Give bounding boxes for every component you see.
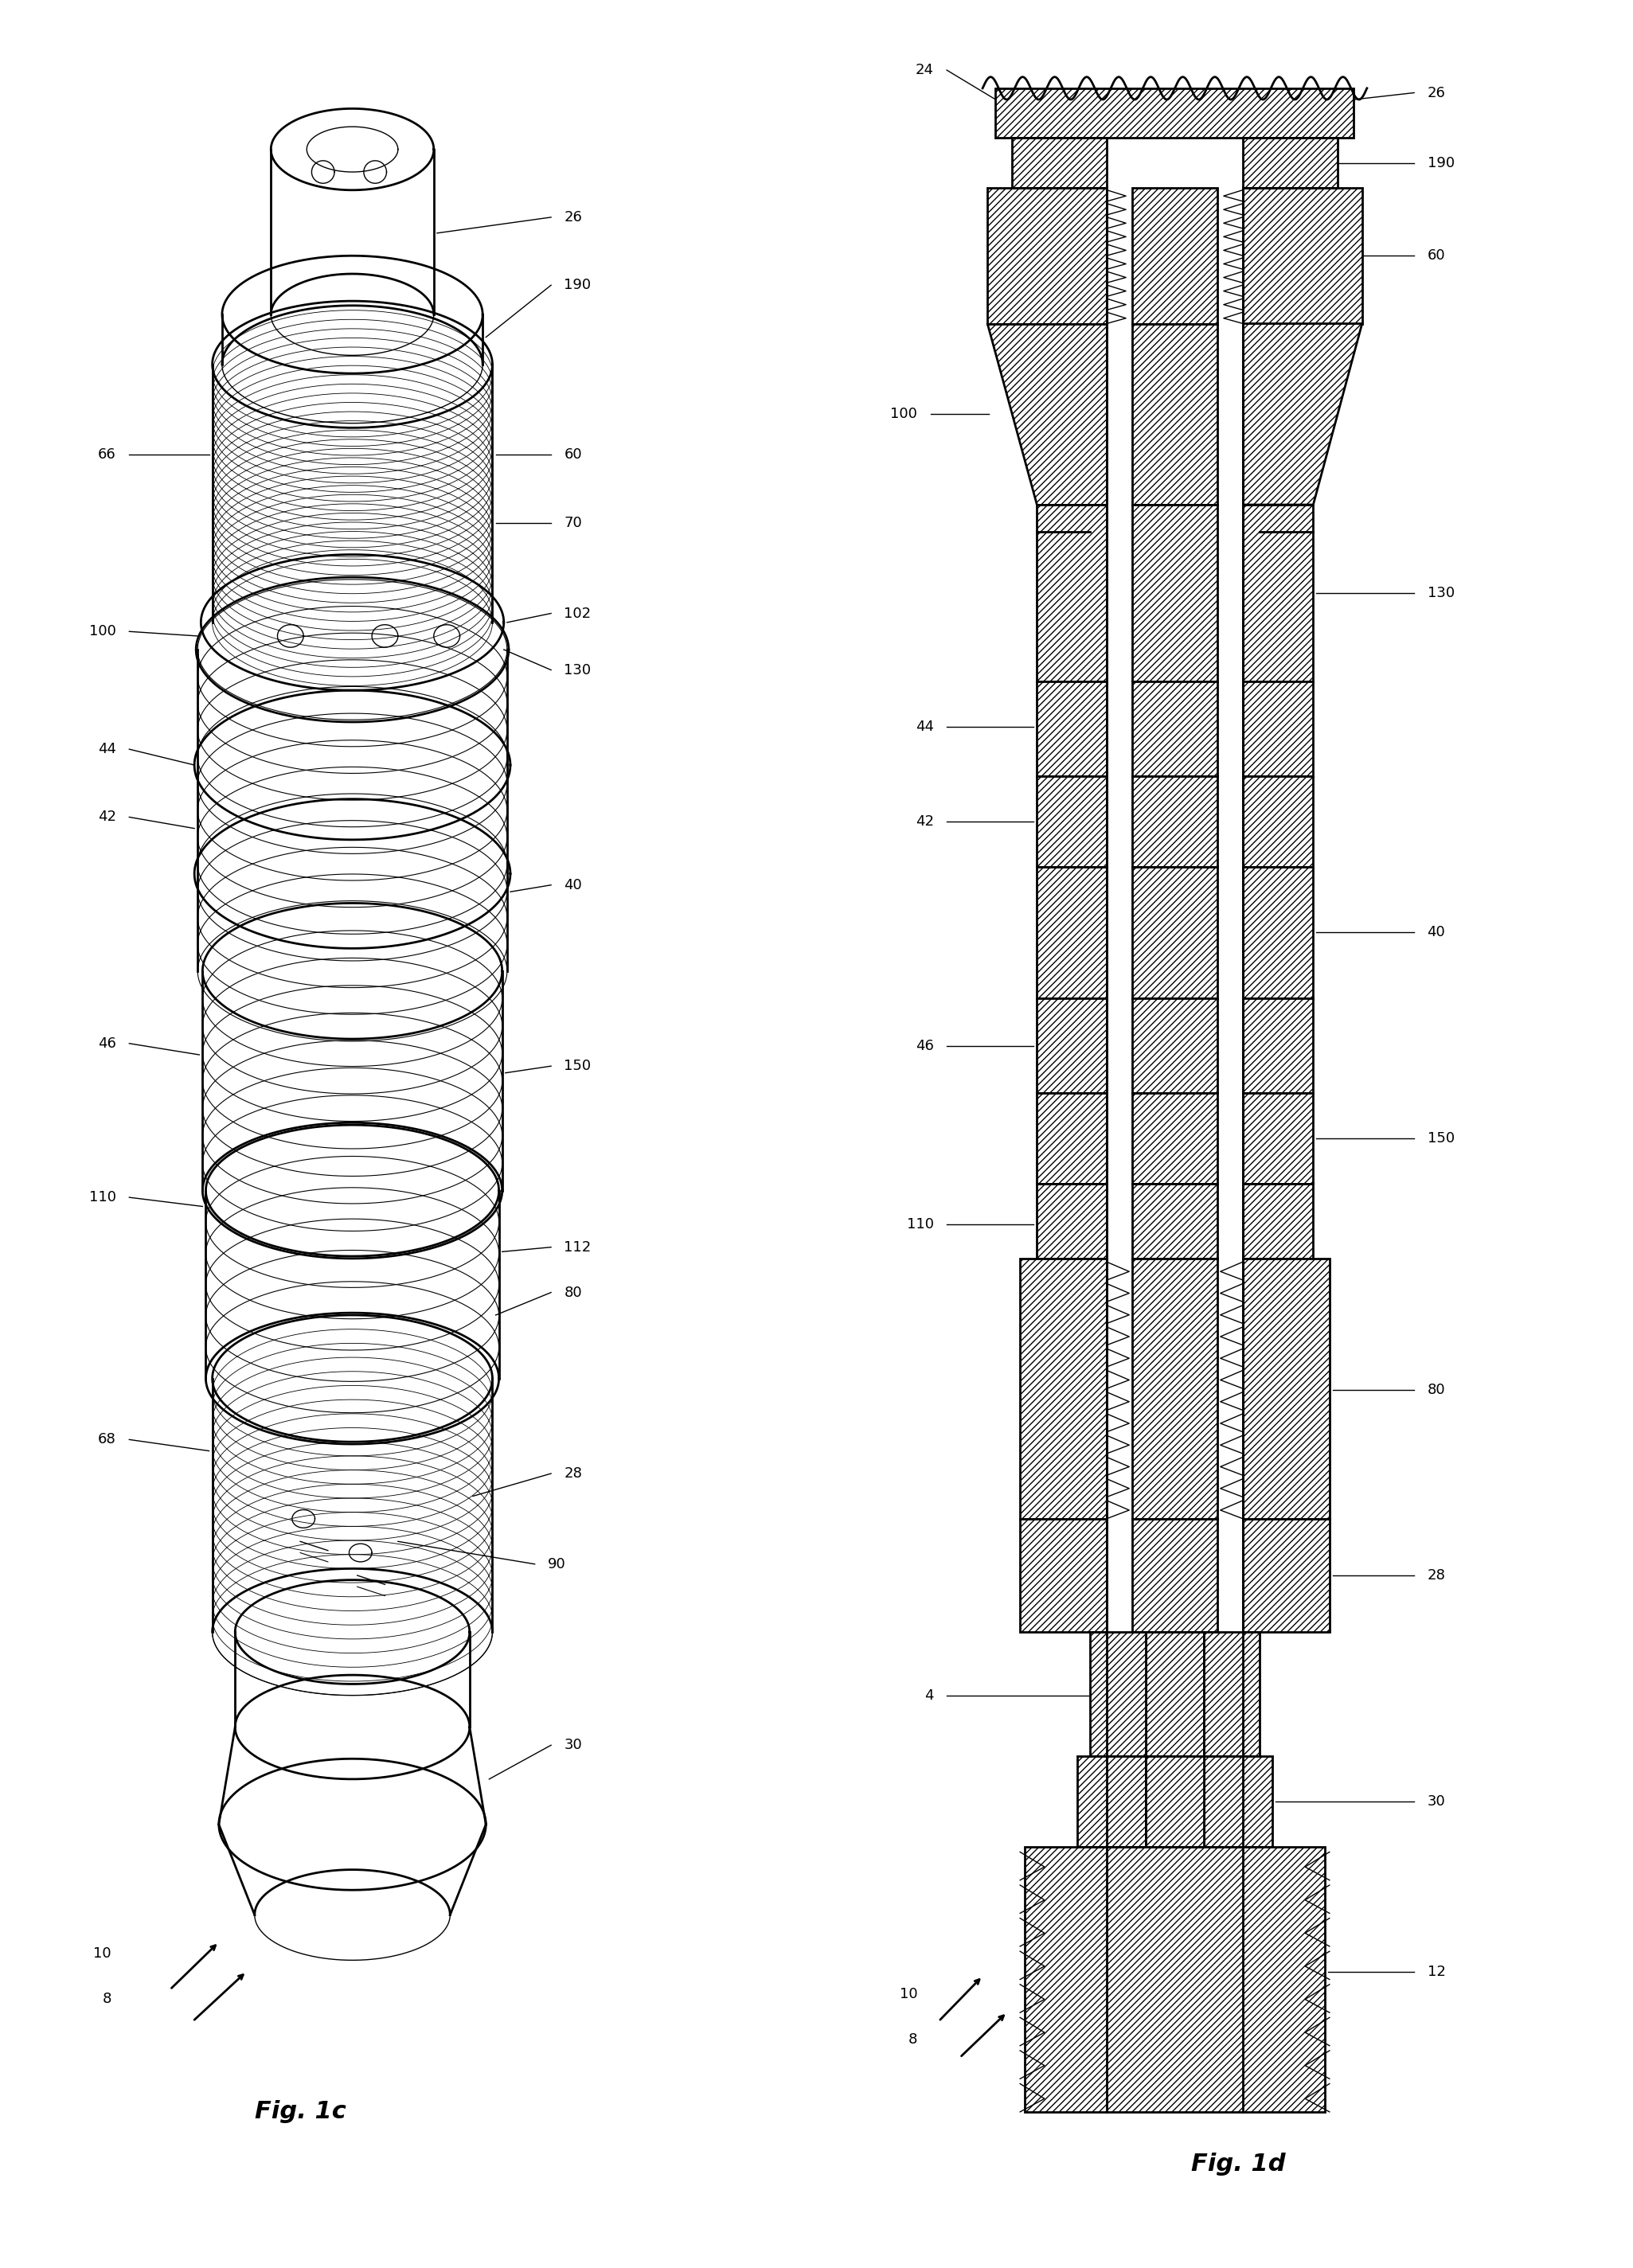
- Bar: [1243, 1520, 1329, 1633]
- Polygon shape: [988, 324, 1107, 506]
- Bar: [1132, 680, 1217, 776]
- Bar: [1145, 1633, 1204, 1755]
- Text: 100: 100: [890, 406, 918, 422]
- Bar: [1204, 1755, 1272, 1846]
- Bar: [1243, 680, 1313, 776]
- Bar: [1037, 776, 1107, 866]
- Text: 30: 30: [1427, 1794, 1445, 1810]
- Text: 190: 190: [1427, 156, 1455, 170]
- Text: 60: 60: [1427, 249, 1445, 263]
- Bar: [1132, 998, 1217, 1093]
- Text: 28: 28: [563, 1467, 583, 1481]
- Bar: [988, 188, 1107, 324]
- Bar: [1132, 1184, 1217, 1259]
- Text: 60: 60: [563, 447, 581, 463]
- Bar: [1037, 1093, 1107, 1184]
- Text: 10: 10: [93, 1946, 111, 1960]
- Text: 130: 130: [1427, 585, 1455, 601]
- Bar: [1021, 1259, 1107, 1520]
- Polygon shape: [1243, 324, 1362, 506]
- Bar: [1132, 1093, 1217, 1184]
- Text: 150: 150: [1427, 1132, 1455, 1145]
- Text: 8: 8: [103, 1991, 111, 2005]
- Bar: [1132, 1520, 1217, 1633]
- Text: 30: 30: [563, 1737, 583, 1753]
- Text: 46: 46: [98, 1036, 116, 1050]
- Text: 46: 46: [916, 1039, 934, 1052]
- Text: 112: 112: [563, 1241, 591, 1254]
- Bar: [1026, 1846, 1324, 2112]
- Text: 8: 8: [908, 2032, 918, 2046]
- Bar: [1243, 188, 1362, 324]
- Text: 44: 44: [916, 719, 934, 735]
- Bar: [1132, 324, 1217, 506]
- Bar: [1243, 1093, 1313, 1184]
- Bar: [1145, 1755, 1204, 1846]
- Bar: [1132, 776, 1217, 866]
- Text: 40: 40: [1427, 925, 1445, 939]
- Bar: [1037, 866, 1107, 998]
- Bar: [1037, 506, 1107, 680]
- Text: 26: 26: [563, 211, 583, 225]
- Text: 68: 68: [98, 1433, 116, 1447]
- Bar: [1078, 1755, 1145, 1846]
- Bar: [996, 88, 1354, 138]
- Text: 80: 80: [563, 1286, 581, 1300]
- Bar: [1243, 506, 1313, 680]
- Text: 28: 28: [1427, 1567, 1445, 1583]
- Text: Fig. 1c: Fig. 1c: [255, 2100, 346, 2123]
- Text: 90: 90: [547, 1556, 567, 1572]
- Text: Fig. 1d: Fig. 1d: [1190, 2152, 1285, 2175]
- Text: 150: 150: [563, 1059, 591, 1073]
- Text: 10: 10: [900, 1987, 918, 2000]
- Text: 4: 4: [924, 1687, 934, 1703]
- Bar: [1132, 866, 1217, 998]
- Text: 12: 12: [1427, 1964, 1445, 1978]
- Bar: [1012, 138, 1107, 188]
- Bar: [1037, 998, 1107, 1093]
- Bar: [1243, 998, 1313, 1093]
- Bar: [1132, 188, 1217, 324]
- Bar: [1243, 1184, 1313, 1259]
- Text: 70: 70: [563, 515, 583, 531]
- Bar: [1021, 1520, 1107, 1633]
- Bar: [1204, 1633, 1259, 1755]
- Bar: [1243, 866, 1313, 998]
- Bar: [1243, 1259, 1329, 1520]
- Bar: [1243, 138, 1337, 188]
- Text: 66: 66: [98, 447, 116, 463]
- Bar: [1132, 506, 1217, 680]
- Text: 110: 110: [906, 1218, 934, 1232]
- Text: 100: 100: [90, 624, 116, 640]
- Text: 190: 190: [563, 279, 591, 293]
- Text: 42: 42: [98, 810, 116, 823]
- Text: 110: 110: [90, 1191, 116, 1204]
- Text: 44: 44: [98, 742, 116, 755]
- Text: 130: 130: [563, 662, 591, 678]
- Bar: [1091, 1633, 1145, 1755]
- Bar: [1243, 776, 1313, 866]
- Text: 40: 40: [563, 878, 583, 891]
- Text: 26: 26: [1427, 86, 1445, 100]
- Text: 102: 102: [563, 606, 591, 621]
- Text: 42: 42: [916, 814, 934, 828]
- Bar: [1132, 1259, 1217, 1520]
- Text: 24: 24: [916, 64, 934, 77]
- Bar: [1037, 1184, 1107, 1259]
- Bar: [1037, 680, 1107, 776]
- Text: 80: 80: [1427, 1383, 1445, 1397]
